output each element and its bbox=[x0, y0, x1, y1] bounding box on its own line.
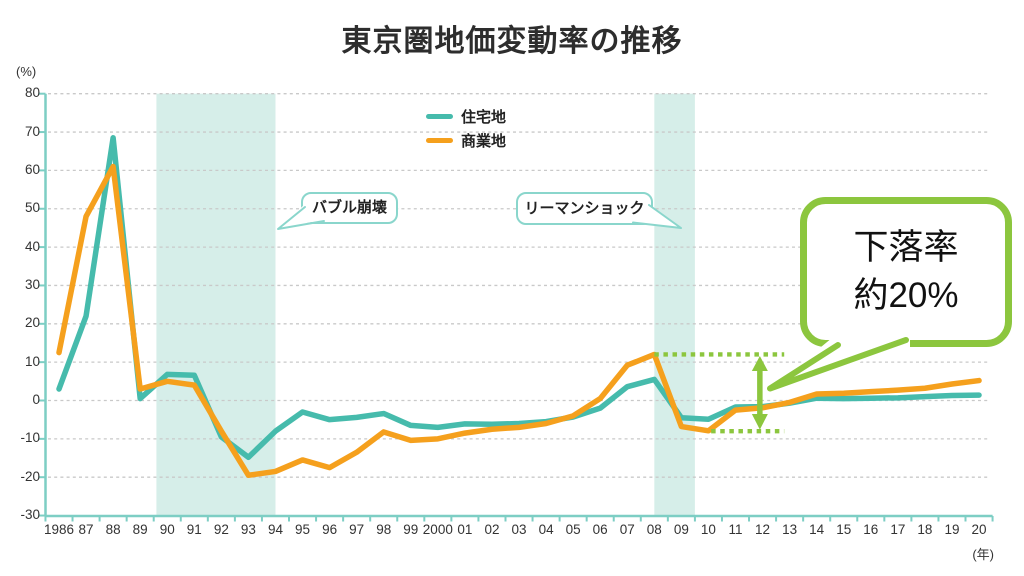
y-axis-unit-label: (%) bbox=[16, 64, 37, 79]
y-tick-label: -10 bbox=[20, 430, 40, 446]
callout-line2: 約20% bbox=[853, 276, 959, 315]
bubble-collapse-tail bbox=[278, 204, 326, 229]
x-tick-label: 14 bbox=[809, 522, 825, 537]
y-tick-label: 0 bbox=[32, 392, 40, 407]
legend-label-residential: 住宅地 bbox=[461, 108, 507, 126]
y-tick-label: 20 bbox=[24, 315, 40, 331]
x-tick-label: 95 bbox=[295, 522, 311, 537]
x-tick-label: 91 bbox=[186, 522, 202, 537]
highlight-band bbox=[654, 93, 695, 516]
y-tick-label: 60 bbox=[24, 161, 40, 177]
x-tick-label: 16 bbox=[863, 522, 879, 537]
x-axis-unit-label: (年) bbox=[972, 547, 994, 562]
x-tick-label: 99 bbox=[403, 522, 419, 537]
y-tick-label: 50 bbox=[24, 200, 40, 216]
drop-arrow-head-down bbox=[751, 414, 768, 430]
y-tick-label: 30 bbox=[24, 276, 40, 292]
x-tick-label: 04 bbox=[538, 522, 554, 537]
lehman-shock-tail bbox=[629, 204, 681, 228]
highlight-band bbox=[156, 93, 276, 516]
x-tick-label: 2000 bbox=[422, 522, 453, 537]
x-tick-label: 90 bbox=[159, 522, 175, 537]
drop-callout-tail-border bbox=[767, 337, 909, 392]
x-tick-label: 17 bbox=[890, 522, 906, 537]
drop-rate-callout: 下落率 約20% bbox=[800, 197, 1012, 347]
x-tick-label: 19 bbox=[944, 522, 960, 537]
x-tick-label: 1986 bbox=[43, 522, 75, 537]
x-tick-label: 12 bbox=[755, 522, 771, 537]
x-tick-label: 89 bbox=[132, 522, 148, 537]
x-tick-label: 92 bbox=[213, 522, 229, 537]
x-tick-label: 08 bbox=[646, 522, 662, 537]
x-tick-label: 20 bbox=[971, 522, 987, 537]
x-tick-label: 94 bbox=[267, 522, 283, 537]
drop-arrow-head-up bbox=[751, 355, 768, 371]
x-tick-label: 97 bbox=[349, 522, 365, 537]
x-tick-label: 06 bbox=[592, 522, 608, 537]
x-tick-label: 05 bbox=[565, 522, 581, 537]
x-tick-label: 98 bbox=[376, 522, 392, 537]
callout-line1: 下落率 bbox=[853, 227, 959, 267]
x-tick-label: 01 bbox=[457, 522, 473, 537]
x-tick-label: 87 bbox=[78, 522, 94, 537]
y-tick-label: 10 bbox=[24, 353, 40, 369]
bubble-collapse-tail-border bbox=[277, 206, 325, 230]
x-tick-label: 13 bbox=[782, 522, 798, 537]
residential-line-swatch bbox=[426, 113, 453, 119]
x-tick-label: 10 bbox=[700, 522, 716, 537]
x-tick-label: 09 bbox=[673, 522, 689, 537]
x-tick-label: 96 bbox=[322, 522, 338, 537]
x-tick-label: 02 bbox=[484, 522, 500, 537]
y-tick-label: -20 bbox=[20, 468, 40, 484]
y-tick-label: 40 bbox=[24, 238, 40, 254]
x-tick-label: 18 bbox=[917, 522, 933, 537]
y-tick-label: 70 bbox=[24, 123, 40, 139]
legend-item-commercial: 商業地 bbox=[426, 129, 506, 151]
lehman-shock-tail-border bbox=[632, 204, 682, 229]
legend-label-commercial: 商業地 bbox=[461, 132, 507, 150]
chart-title: 東京圏地価変動率の推移 bbox=[341, 25, 683, 58]
x-tick-label: 03 bbox=[511, 522, 527, 537]
x-tick-label: 15 bbox=[836, 522, 852, 537]
x-tick-label: 07 bbox=[619, 522, 635, 537]
lehman-shock-label: リーマンショック bbox=[524, 200, 645, 217]
x-tick-label: 88 bbox=[105, 522, 121, 537]
bubble-collapse-label: バブル崩壊 bbox=[311, 199, 387, 216]
commercial-line-swatch bbox=[426, 137, 453, 143]
legend-item-residential: 住宅地 bbox=[426, 105, 506, 127]
y-tick-label: -30 bbox=[20, 507, 40, 523]
x-tick-label: 93 bbox=[240, 522, 256, 537]
y-tick-label: 80 bbox=[24, 85, 40, 101]
legend: 住宅地 商業地 bbox=[426, 105, 506, 153]
x-tick-label: 11 bbox=[728, 522, 743, 537]
commercial-line bbox=[56, 163, 982, 479]
